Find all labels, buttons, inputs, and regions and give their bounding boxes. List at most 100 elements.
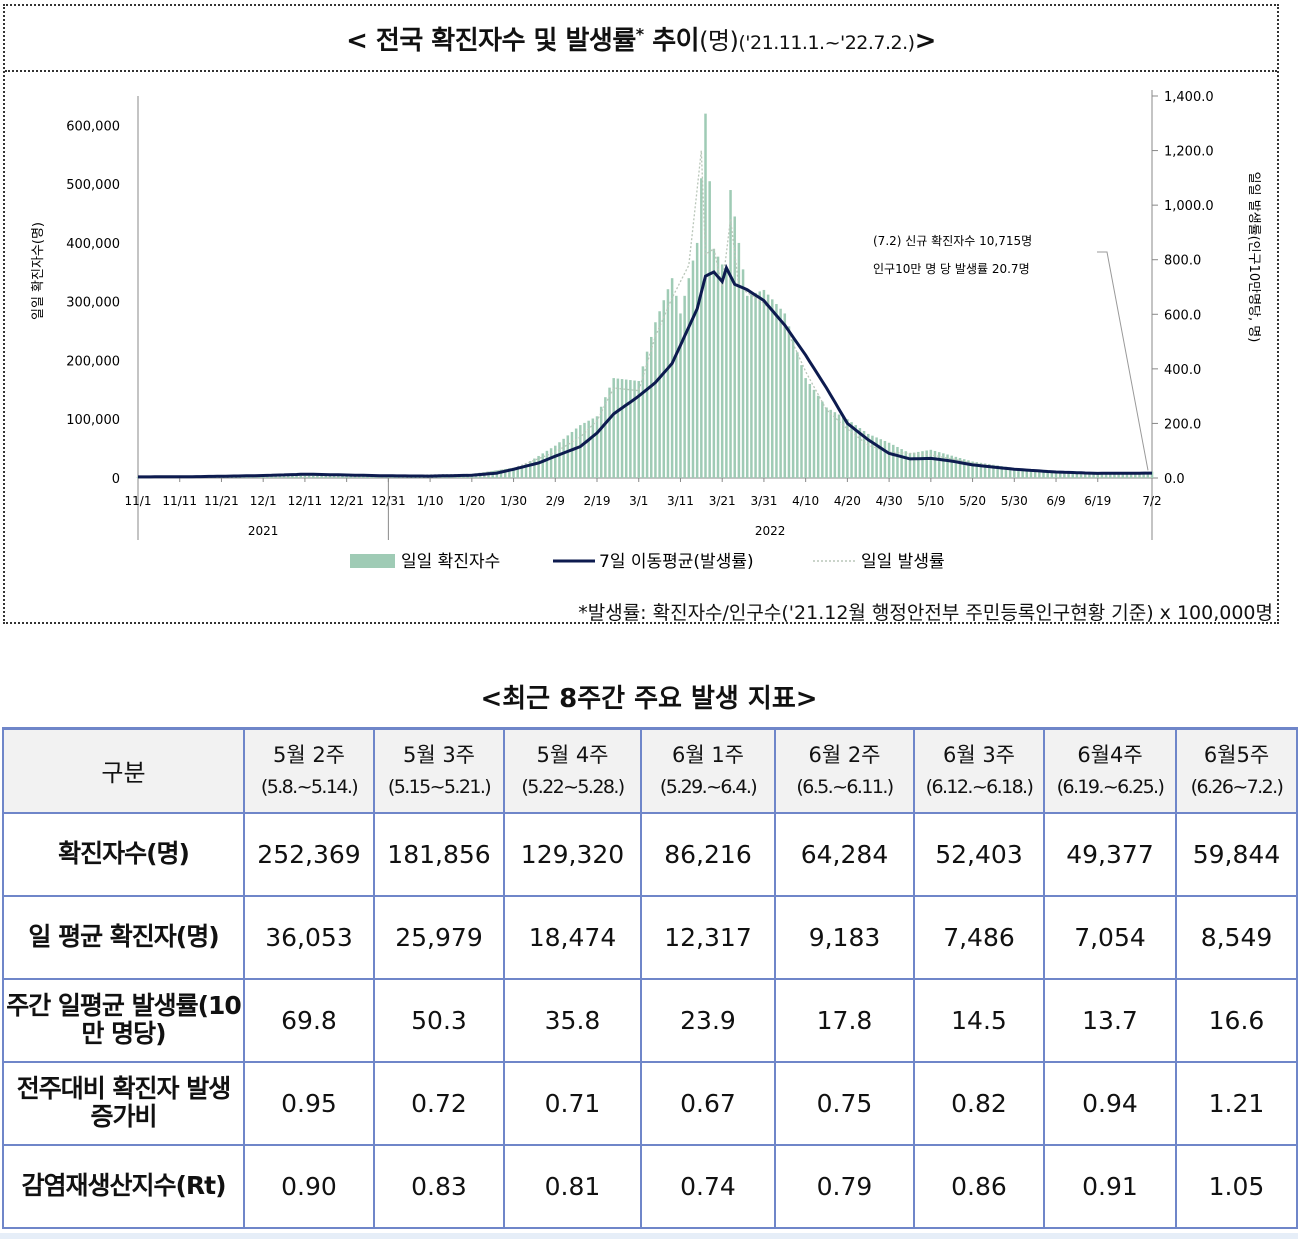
daily-cases-bar bbox=[971, 461, 974, 478]
daily-cases-bar bbox=[766, 294, 770, 478]
daily-cases-bar bbox=[616, 378, 620, 478]
daily-cases-bar bbox=[574, 428, 578, 478]
x-tick-label: 4/10 bbox=[792, 494, 819, 508]
daily-cases-bar bbox=[967, 460, 970, 478]
x-tick-label: 5/10 bbox=[917, 494, 944, 508]
daily-cases-bar bbox=[570, 431, 574, 478]
y-tick-right-label: 1,200.0 bbox=[1164, 145, 1214, 160]
daily-cases-bar bbox=[716, 256, 720, 478]
week-header: 6월 2주 (6.5.~6.11.) bbox=[774, 727, 915, 814]
daily-cases-bar bbox=[833, 412, 837, 478]
table-cell: 69.8 bbox=[243, 977, 375, 1063]
table-cell: 50.3 bbox=[373, 977, 505, 1063]
daily-cases-bar bbox=[687, 278, 691, 478]
daily-cases-bar bbox=[1104, 472, 1108, 478]
daily-cases-bar bbox=[704, 113, 707, 478]
daily-cases-bar bbox=[908, 453, 912, 478]
daily-cases-bar bbox=[541, 453, 545, 478]
daily-cases-bar bbox=[662, 300, 666, 478]
week-label: 5월 3주 bbox=[402, 742, 476, 767]
daily-cases-bar bbox=[779, 308, 782, 478]
daily-cases-bar bbox=[791, 339, 795, 478]
daily-cases-bar bbox=[958, 458, 962, 478]
daily-cases-bar bbox=[691, 260, 695, 478]
daily-cases-bar bbox=[992, 464, 995, 478]
daily-cases-bar bbox=[708, 181, 711, 478]
table-cell: 16.6 bbox=[1175, 977, 1298, 1063]
y-tick-right-label: 800.0 bbox=[1164, 254, 1201, 269]
daily-cases-bar bbox=[286, 474, 290, 478]
legend-bar-label: 일일 확진자수 bbox=[401, 552, 500, 572]
y-tick-left-label: 100,000 bbox=[66, 413, 120, 428]
daily-cases-bar bbox=[862, 430, 866, 478]
chart-title-main: < 전국 확진자수 및 발생률 bbox=[346, 25, 636, 56]
table-cell: 86,216 bbox=[640, 811, 776, 897]
daily-cases-bar bbox=[745, 295, 749, 478]
daily-cases-bar bbox=[942, 453, 945, 478]
table-cell: 0.75 bbox=[774, 1060, 915, 1146]
legend-rate-label: 일일 발생률 bbox=[861, 552, 945, 572]
daily-cases-bar bbox=[633, 380, 636, 478]
table-cell: 0.72 bbox=[373, 1060, 505, 1146]
moving-average-line bbox=[138, 263, 1152, 479]
week-range: (6.26~7.2.) bbox=[1190, 775, 1284, 798]
table-row: 확진자수(명) 252,369 181,856 129,320 86,216 64,284… bbox=[2, 811, 1298, 897]
daily-cases-bar bbox=[900, 449, 903, 478]
daily-cases-bar bbox=[537, 455, 540, 478]
daily-cases-bar bbox=[1038, 469, 1041, 478]
week-range: (6.12.~6.18.) bbox=[925, 775, 1034, 798]
daily-cases-bar bbox=[1100, 472, 1104, 478]
y-tick-left-label: 500,000 bbox=[66, 178, 120, 193]
daily-cases-bar bbox=[1046, 470, 1049, 478]
table-cell: 14.5 bbox=[913, 977, 1045, 1063]
week-range: (5.29.~6.4.) bbox=[659, 775, 758, 798]
covid-chart: 0 100,000 200,000 300,000 400,000 500,000 600,… bbox=[31, 90, 1261, 572]
chart-title-close: > bbox=[914, 25, 937, 56]
table-cell: 12,317 bbox=[640, 894, 776, 980]
daily-cases-bar bbox=[512, 467, 515, 478]
table-cell: 18,474 bbox=[503, 894, 642, 980]
x-tick-label: 4/30 bbox=[876, 494, 903, 508]
daily-cases-bar bbox=[645, 351, 649, 478]
y-tick-right-label: 0.0 bbox=[1164, 472, 1185, 487]
daily-cases-bar bbox=[620, 379, 624, 478]
x-tick-label: 6/19 bbox=[1084, 494, 1111, 508]
y-tick-left-label: 0 bbox=[112, 472, 120, 487]
daily-cases-bar bbox=[524, 463, 528, 478]
legend-ma-label: 7일 이동평균(발생률) bbox=[599, 552, 754, 572]
daily-cases-bar bbox=[1138, 472, 1141, 478]
week-label: 6월 2주 bbox=[808, 742, 881, 767]
daily-cases-bar bbox=[1096, 472, 1100, 478]
y-tick-right-label: 400.0 bbox=[1164, 363, 1201, 378]
y-tick-left-label: 300,000 bbox=[66, 296, 120, 311]
table-header-row: 구분 5월 2주 (5.8.~5.14.) 5월 3주 (5.15~5.21.) 5월 … bbox=[2, 727, 1298, 814]
table-row: 주간 일평균 발생률(10만 명당) 69.8 50.3 35.8 23.9 17.8 14… bbox=[2, 977, 1298, 1063]
daily-cases-bar bbox=[1042, 470, 1045, 478]
daily-cases-bar bbox=[854, 425, 857, 478]
daily-cases-bar bbox=[316, 473, 319, 478]
daily-cases-bar bbox=[545, 450, 549, 478]
daily-cases-bar bbox=[695, 242, 699, 478]
daily-cases-bar bbox=[579, 425, 582, 478]
daily-cases-bar bbox=[1125, 473, 1129, 478]
daily-cases-bar bbox=[875, 437, 878, 478]
y-tick-left-label: 200,000 bbox=[66, 354, 120, 369]
x-tick-label: 3/1 bbox=[629, 494, 648, 508]
table-cell: 0.95 bbox=[243, 1060, 375, 1146]
daily-cases-bar bbox=[562, 438, 565, 478]
daily-cases-bar bbox=[804, 378, 807, 478]
table-cell: 49,377 bbox=[1043, 811, 1177, 897]
table-cell: 23.9 bbox=[640, 977, 776, 1063]
table-cell: 0.67 bbox=[640, 1060, 776, 1146]
daily-cases-bar bbox=[591, 418, 595, 478]
annotation-leader bbox=[1097, 251, 1149, 471]
table-cell: 7,486 bbox=[913, 894, 1045, 980]
y-tick-right-label: 200.0 bbox=[1164, 417, 1201, 432]
y-tick-right-label: 1,000.0 bbox=[1164, 199, 1214, 214]
daily-cases-bar bbox=[812, 389, 816, 478]
chart-title: < 전국 확진자수 및 발생률* 추이(명)('21.11.1.~'22.7.2… bbox=[346, 20, 936, 57]
table-row: 전주대비 확진자 발생 증가비 0.95 0.72 0.71 0.67 0.75 0.82 0… bbox=[2, 1060, 1298, 1146]
daily-cases-bar bbox=[771, 299, 774, 478]
daily-cases-bar bbox=[666, 289, 670, 478]
y-tick-left-label: 400,000 bbox=[66, 237, 120, 252]
